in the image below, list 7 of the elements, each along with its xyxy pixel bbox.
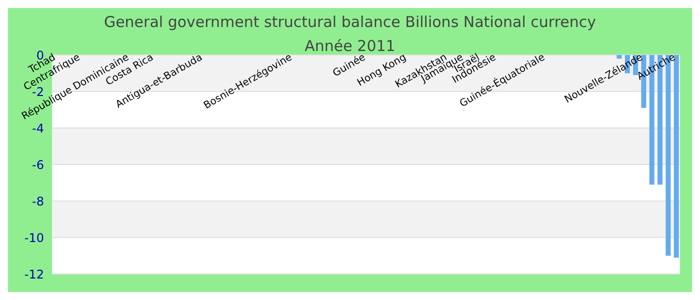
y-tick-label: -8	[32, 194, 44, 208]
chart-subtitle: Année 2011	[304, 37, 396, 55]
y-tick-label: -10	[24, 230, 44, 245]
chart-title: General government structural balance Billions National currency	[102, 12, 598, 33]
y-tick-label: -12	[24, 267, 44, 282]
y-tick-label: -6	[32, 158, 44, 172]
y-tick-label: -4	[32, 121, 44, 136]
